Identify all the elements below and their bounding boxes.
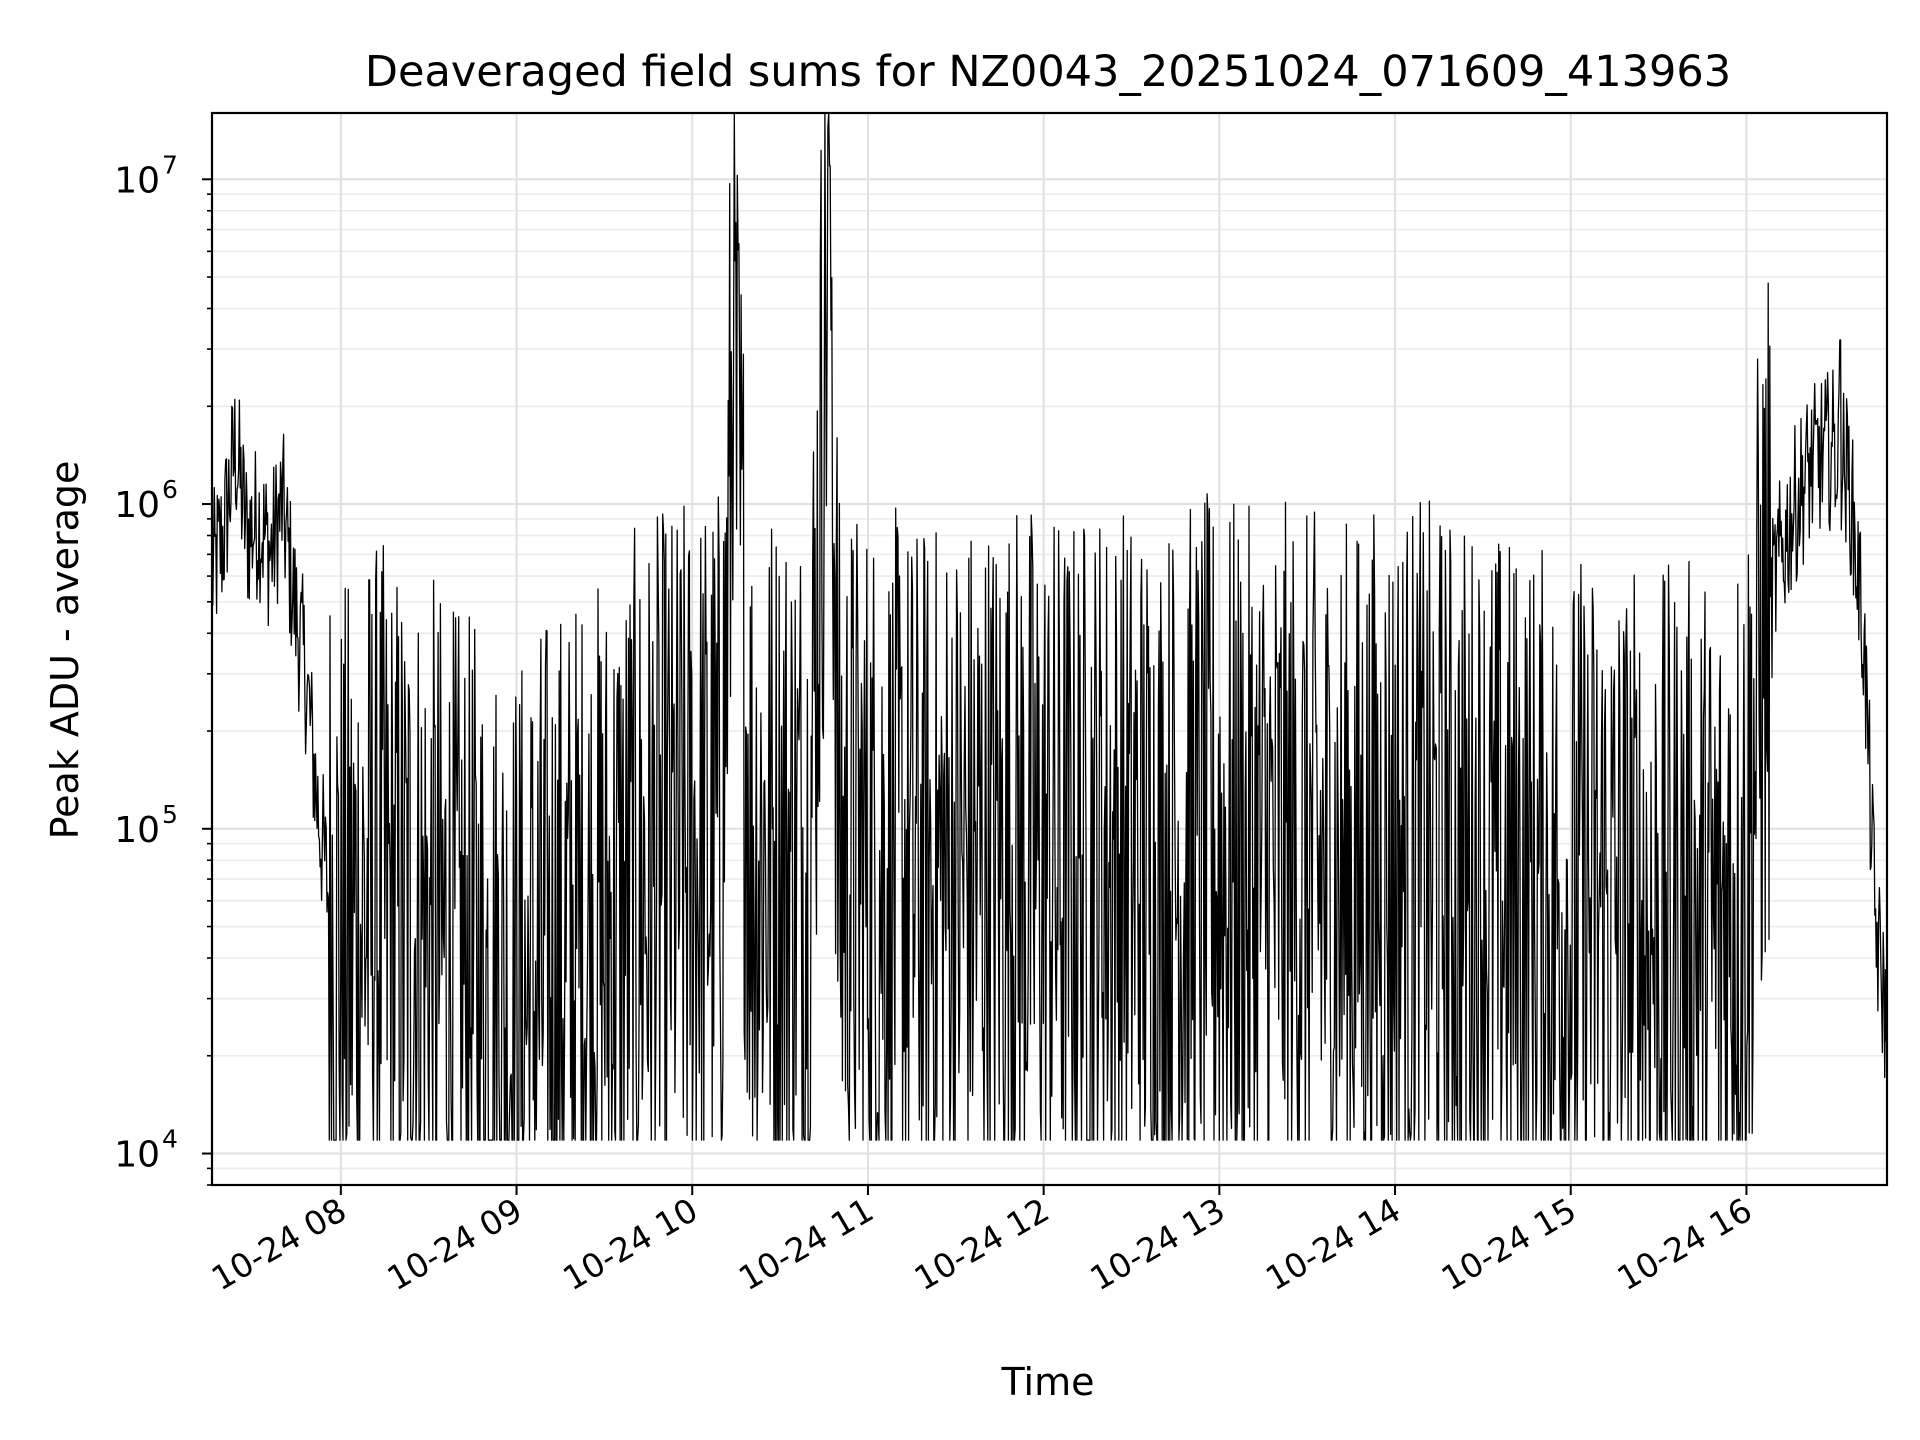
y-tick-label: 10: [114, 1135, 160, 1176]
y-tick-exponent: 7: [162, 150, 178, 179]
chart-title: Deaveraged field sums for NZ0043_2025102…: [365, 47, 1731, 97]
y-tick-label: 10: [114, 810, 160, 851]
y-tick-label: 10: [114, 160, 160, 201]
y-tick-exponent: 4: [162, 1125, 178, 1154]
series-line: [212, 113, 1887, 1141]
x-axis-label: Time: [1001, 1360, 1095, 1404]
y-tick-exponent: 6: [162, 475, 178, 504]
plot-area: [212, 113, 1887, 1141]
y-tick-exponent: 5: [162, 800, 178, 829]
y-axis-label: Peak ADU - average: [43, 461, 87, 840]
axes-frame: [210, 111, 1889, 1187]
y-tick-label: 10: [114, 485, 160, 526]
